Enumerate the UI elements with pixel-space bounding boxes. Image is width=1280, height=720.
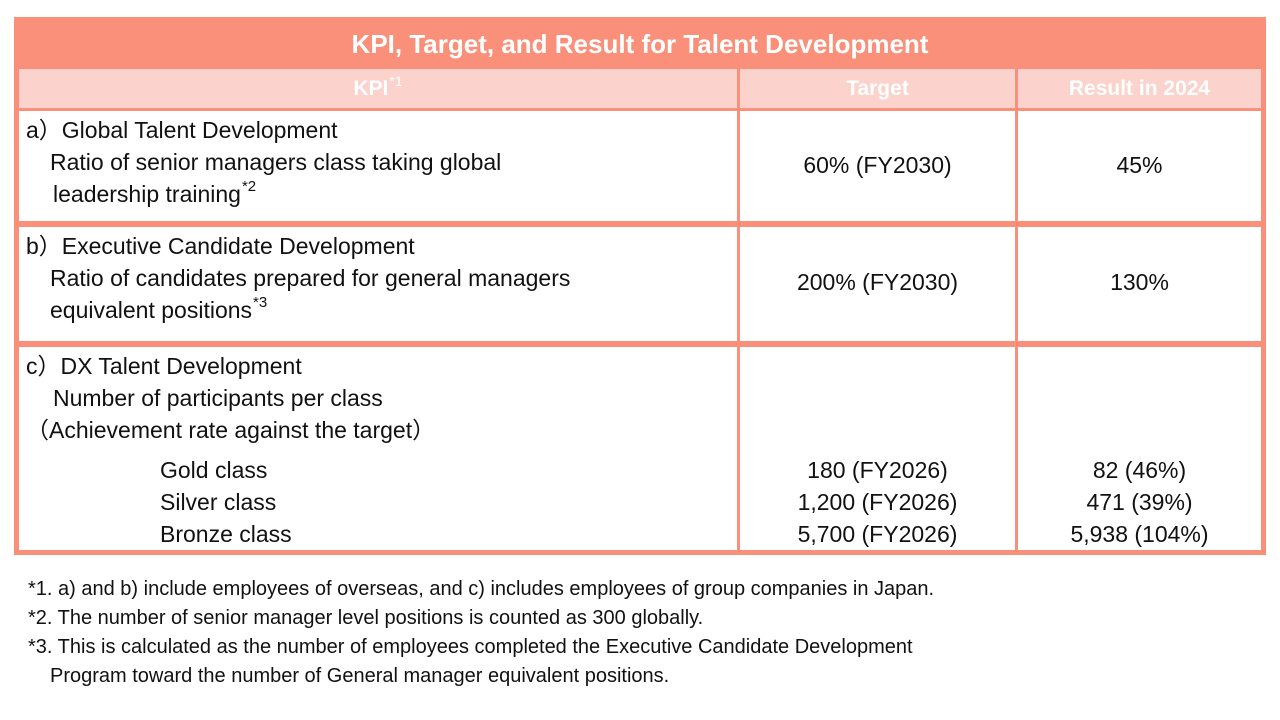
footnote-2: *2. The number of senior manager level p…: [28, 607, 704, 629]
class-result-bronze: 5,938 (104%): [1070, 521, 1209, 547]
row-b-target: 200% (FY2030): [796, 269, 959, 295]
row-b-result: 130%: [1110, 269, 1169, 295]
row-b-result-cell: 130%: [1018, 227, 1261, 341]
class-result-list: 82 (46%) 471 (39%) 5,938 (104%): [1018, 454, 1261, 550]
class-result-gold: 82 (46%): [1092, 457, 1187, 483]
class-target-list: 180 (FY2026) 1,200 (FY2026) 5,700 (FY202…: [740, 454, 1015, 550]
row-c-result-cell: 82 (46%) 471 (39%) 5,938 (104%): [1018, 347, 1261, 550]
row-a-footnote-mark: *2: [241, 178, 257, 195]
row-a-line2-wrap: leadership training*2: [26, 178, 501, 210]
class-name-silver: Silver class: [160, 489, 277, 515]
class-name-bronze: Bronze class: [160, 521, 292, 547]
row-a-result: 45%: [1116, 152, 1163, 178]
class-target-silver: 1,200 (FY2026): [797, 489, 958, 515]
footnote-3-line1: *3. This is calculated as the number of …: [28, 636, 913, 658]
row-b-target-cell: 200% (FY2030): [740, 227, 1015, 341]
row-b-kpi-text: b）Executive Candidate Development Ratio …: [26, 230, 570, 326]
row-b-heading: b）Executive Candidate Development: [26, 233, 415, 259]
header-kpi: KPI*1: [19, 69, 737, 108]
footnotes: *1. a) and b) include employees of overs…: [28, 575, 934, 691]
row-c-heading: c）DX Talent Development: [26, 353, 302, 379]
row-b-footnote-mark: *3: [253, 294, 268, 311]
row-b-line1: Ratio of candidates prepared for general…: [50, 265, 571, 291]
header-target: Target: [740, 69, 1015, 108]
row-a-line2: leadership training: [53, 181, 241, 207]
row-a-kpi-cell: a）Global Talent Development Ratio of sen…: [19, 111, 737, 221]
class-target-bronze: 5,700 (FY2026): [797, 521, 958, 547]
class-name-list: Gold class Silver class Bronze class: [160, 454, 292, 550]
kpi-table: KPI, Target, and Result for Talent Devel…: [14, 17, 1266, 555]
header-kpi-label: KPI: [353, 77, 389, 100]
row-c-kpi-text: c）DX Talent Development Number of partic…: [26, 350, 435, 446]
row-a-result-cell: 45%: [1018, 111, 1261, 221]
footnote-3-line2: Program toward the number of General man…: [50, 665, 670, 687]
row-a-kpi-text: a）Global Talent Development Ratio of sen…: [26, 114, 501, 210]
header-kpi-footnote-mark: *1: [389, 73, 403, 89]
row-c-kpi-cell: c）DX Talent Development Number of partic…: [19, 347, 737, 550]
footnote-1: *1. a) and b) include employees of overs…: [28, 578, 935, 600]
header-result: Result in 2024: [1018, 69, 1261, 108]
table-title: KPI, Target, and Result for Talent Devel…: [351, 29, 929, 59]
class-name-gold: Gold class: [160, 457, 268, 483]
row-c-target-cell: 180 (FY2026) 1,200 (FY2026) 5,700 (FY202…: [740, 347, 1015, 550]
row-c-line1: Number of participants per class: [53, 385, 383, 411]
row-a-target: 60% (FY2030): [803, 152, 952, 178]
row-a-target-cell: 60% (FY2030): [740, 111, 1015, 221]
row-a-line1: Ratio of senior managers class taking gl…: [50, 149, 502, 175]
row-c-line2: （Achievement rate against the target）: [26, 417, 436, 443]
row-b-line2-wrap: equivalent positions*3: [26, 294, 570, 326]
row-a-heading: a）Global Talent Development: [26, 117, 338, 143]
class-result-silver: 471 (39%): [1086, 489, 1193, 515]
row-b-line2: equivalent positions: [50, 297, 253, 323]
class-target-gold: 180 (FY2026): [807, 457, 948, 483]
row-b-kpi-cell: b）Executive Candidate Development Ratio …: [19, 227, 737, 341]
